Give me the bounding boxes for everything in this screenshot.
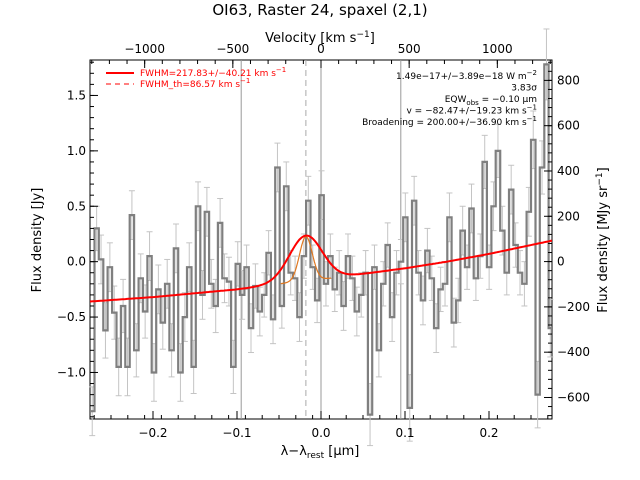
legend-text: FWHM=217.83+/−40.21 km s−1 [140,66,286,79]
x-tick-label: 0.1 [395,426,414,440]
right-tick-label: 0 [557,255,565,269]
x-tick-label: −0.1 [222,426,251,440]
top-axis-label: Velocity [km s−1] [265,30,375,46]
y-tick-label: −1.0 [57,365,86,379]
x-tick-label: 0.2 [479,426,498,440]
right-tick-label: 200 [557,209,580,223]
y-tick-label: −0.5 [57,310,86,324]
reference-lines [240,60,402,419]
y-tick-label: 1.5 [67,88,86,102]
y-tick-label: 0.0 [67,255,86,269]
annotation-line: 1.49e−17+/−3.89e−18 W m−2 [396,69,537,82]
right-tick-label: 800 [557,73,580,87]
fit-curve [89,234,553,303]
right-tick-label: −200 [557,300,590,314]
chart-title: OI63, Raster 24, spaxel (2,1) [212,1,427,19]
top-tick-label: −500 [216,42,249,56]
data-layer [89,63,553,416]
top-tick-label: 1000 [482,42,513,56]
x-axis-label: λ−λrest [μm] [281,444,360,461]
legend: FWHM=217.83+/−40.21 km s−1FWHM_th=86.57 … [106,66,286,90]
right-tick-label: 600 [557,119,580,133]
right-tick-label: 400 [557,164,580,178]
top-tick-label: 500 [398,42,421,56]
right-tick-label: −600 [557,390,590,404]
thermal-fit-curve [280,236,332,285]
y-tick-label: 1.0 [67,144,86,158]
x-tick-label: 0.0 [311,426,330,440]
right-tick-label: −400 [557,345,590,359]
annotation-line: Broadening = 200.00+/−36.90 km s−1 [362,115,537,128]
x-tick-label: −0.2 [138,426,167,440]
right-axis-label: Flux density [MJy sr−1] [595,167,611,312]
annotation-line: EQWobs = −0.10 μm [445,95,537,107]
axis-ticks: −0.2 −0.1 0.0 0.1 0.2 −1000 −500 0 500 1000 −1.0 −0… [57,42,590,440]
spectrum-step [90,63,552,416]
annotation-line: 3.83σ [511,84,537,94]
annotation-line: v = −82.47+/−19.23 km s−1 [407,104,538,117]
top-tick-label: 0 [317,42,325,56]
top-tick-label: −1000 [124,42,165,56]
y-axis-label: Flux density [Jy] [30,188,45,293]
legend-text: FWHM_th=86.57 km s−1 [140,77,250,90]
y-tick-label: 0.5 [67,199,86,213]
